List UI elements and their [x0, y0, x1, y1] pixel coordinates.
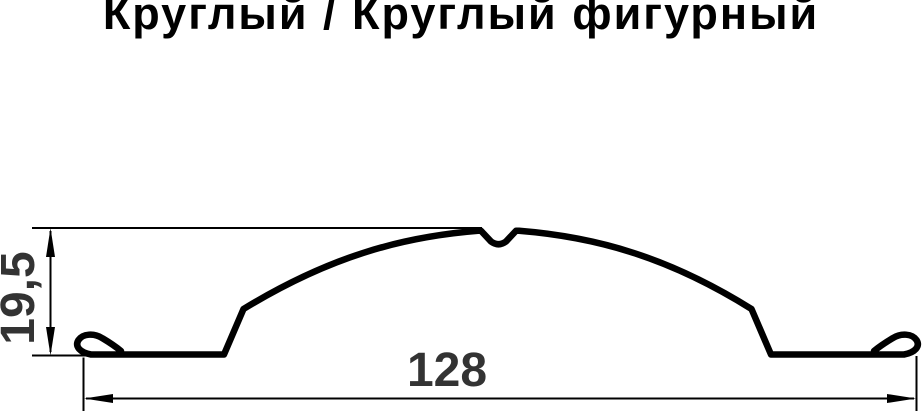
width-dim-arrow-left-icon — [84, 394, 113, 403]
height-dim-arrow-up-icon — [46, 228, 55, 257]
height-dim-arrow-down-icon — [46, 327, 55, 356]
height-dimension-label: 19,5 — [0, 251, 45, 345]
page-title: Круглый / Круглый фигурный — [102, 0, 820, 39]
width-dim-arrow-right-icon — [887, 394, 916, 403]
profile-outline — [73, 227, 922, 358]
width-dimension-label: 128 — [406, 344, 488, 397]
